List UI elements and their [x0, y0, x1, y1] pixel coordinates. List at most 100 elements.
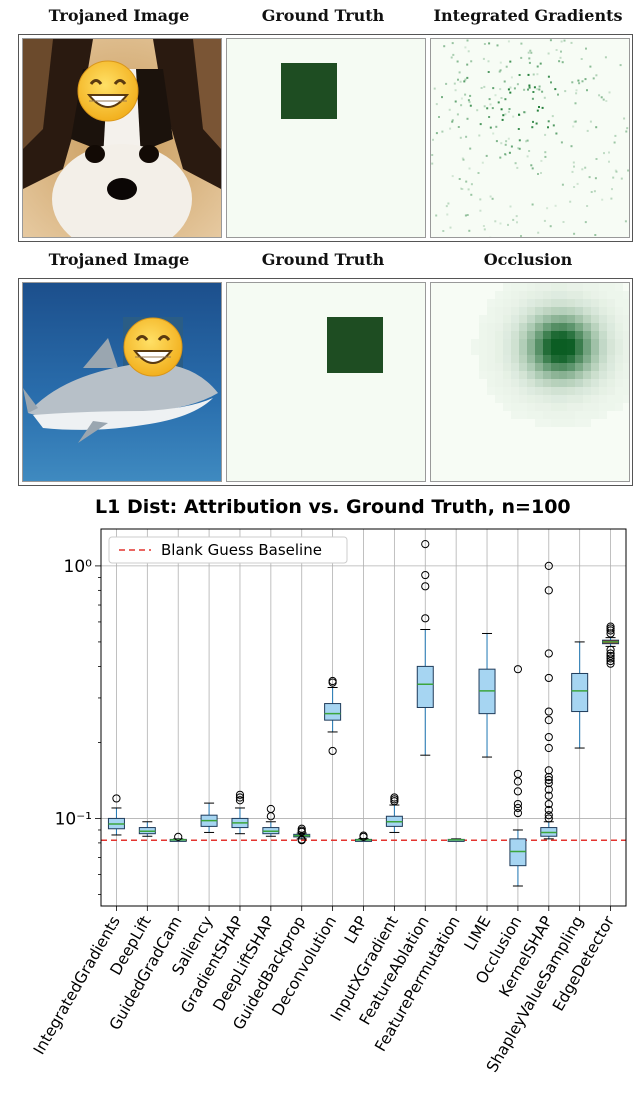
attribution-pixel	[588, 176, 591, 179]
attribution-pixel	[560, 50, 562, 53]
attribution-pixel	[523, 111, 526, 114]
occlusion-cell	[615, 403, 623, 411]
occlusion-cell	[591, 323, 599, 331]
row2-title-ground-truth: Ground Truth	[261, 250, 385, 269]
attribution-pixel	[531, 126, 534, 129]
occlusion-cell	[607, 299, 615, 307]
attribution-pixel	[547, 126, 549, 129]
attribution-pixel	[619, 64, 622, 67]
occlusion-cell	[599, 323, 607, 331]
attribution-pixel	[500, 108, 503, 111]
attribution-pixel	[445, 205, 448, 208]
flier	[513, 808, 523, 818]
attribution-pixel	[625, 130, 628, 133]
occlusion-cell	[575, 419, 583, 427]
occlusion-cell	[575, 411, 583, 419]
occlusion-cell	[551, 331, 559, 339]
attribution-pixel	[516, 221, 518, 224]
attribution-pixel	[549, 225, 552, 228]
occlusion-cell	[551, 379, 559, 387]
occlusion-cell	[503, 299, 511, 307]
attribution-pixel	[466, 63, 469, 66]
attribution-pixel	[610, 197, 613, 200]
attribution-pixel	[571, 170, 574, 173]
occlusion-cell	[607, 307, 615, 315]
legend-box	[108, 536, 348, 564]
attribution-pixel	[576, 182, 579, 185]
occlusion-cell	[527, 363, 535, 371]
flier	[606, 654, 615, 663]
occlusion-cell	[551, 387, 559, 395]
attribution-pixel	[575, 92, 578, 95]
attribution-pixel	[507, 137, 510, 140]
attribution-pixel	[454, 89, 457, 92]
attribution-pixel	[561, 61, 564, 64]
attribution-pixel	[584, 166, 587, 169]
attribution-pixel	[595, 74, 598, 77]
occlusion-cell	[527, 387, 535, 395]
attribution-pixel	[494, 94, 497, 97]
occlusion-cell	[575, 339, 583, 347]
attribution-pixel	[499, 88, 502, 91]
occlusion-cell	[599, 411, 607, 419]
attribution-pixel	[608, 160, 610, 163]
occlusion-cell	[607, 323, 615, 331]
occlusion-cell	[511, 387, 519, 395]
occlusion-cell	[535, 283, 543, 291]
attribution-pixel	[460, 187, 462, 190]
flier	[544, 649, 553, 658]
occlusion-cell	[543, 291, 551, 299]
occlusion-cell	[543, 411, 551, 419]
attribution-pixel	[572, 125, 575, 128]
attribution-pixel	[560, 40, 563, 43]
attribution-pixel	[544, 155, 547, 158]
attribution-pixel	[557, 93, 559, 96]
occlusion-cell	[479, 355, 487, 363]
occlusion-cell	[543, 419, 551, 427]
occlusion-cell	[559, 403, 567, 411]
occlusion-cell	[551, 411, 559, 419]
attribution-pixel	[441, 96, 443, 99]
flier	[359, 831, 368, 840]
occlusion-cell	[487, 315, 495, 323]
flier	[328, 746, 337, 756]
attribution-pixel	[615, 170, 618, 173]
occlusion-cell	[551, 347, 559, 355]
flier	[544, 743, 553, 753]
legend: Blank Guess Baseline	[108, 536, 348, 564]
occlusion-cell	[487, 307, 495, 315]
flier	[174, 832, 183, 841]
ytick-label: 10⁰	[64, 557, 93, 577]
box-DeepLift	[138, 821, 156, 837]
flier	[421, 539, 430, 549]
occlusion-cell	[623, 363, 629, 371]
occlusion-cell	[599, 299, 607, 307]
row1-panel	[18, 34, 633, 242]
occlusion-cell	[527, 411, 535, 419]
flier	[112, 794, 121, 803]
occlusion-cell	[495, 307, 503, 315]
occlusion-cell	[543, 371, 551, 379]
occlusion-cell	[583, 419, 591, 427]
attribution-pixel	[447, 202, 450, 205]
occlusion-cell	[503, 347, 511, 355]
attribution-pixel	[502, 114, 505, 117]
attribution-pixel	[598, 94, 601, 97]
attribution-pixel	[574, 102, 577, 105]
occlusion-cell	[543, 347, 551, 355]
attribution-pixel	[539, 62, 542, 65]
occlusion-cell	[495, 291, 503, 299]
occlusion-cell	[535, 347, 543, 355]
occlusion-cell	[575, 315, 583, 323]
attribution-pixel	[507, 110, 510, 113]
attribution-pixel	[533, 86, 536, 89]
attribution-pixel	[459, 80, 462, 83]
occlusion-cell	[583, 411, 591, 419]
attribution-pixel	[543, 219, 546, 222]
occlusion-cell	[567, 419, 575, 427]
attribution-pixel	[451, 119, 454, 122]
attribution-pixel	[499, 156, 502, 159]
occlusion-cell	[543, 395, 551, 403]
attribution-pixel	[454, 100, 457, 103]
occlusion-cell	[567, 355, 575, 363]
